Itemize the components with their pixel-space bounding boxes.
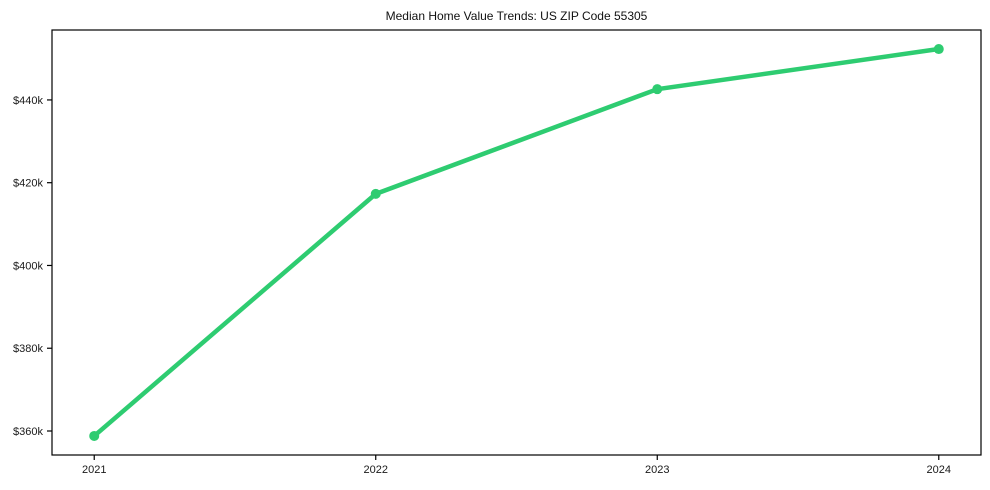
x-tick-label: 2023	[645, 464, 669, 476]
data-point-marker	[652, 84, 663, 95]
y-tick-label: $440k	[13, 95, 43, 107]
plot-border	[51, 29, 982, 456]
x-tick-label: 2021	[82, 464, 106, 476]
data-point-marker	[89, 430, 100, 441]
y-tick-label: $380k	[13, 343, 43, 355]
trend-line	[91, 46, 942, 439]
x-tick-label: 2022	[364, 464, 388, 476]
x-tick-label: 2024	[927, 464, 951, 476]
data-point-marker	[933, 44, 944, 55]
y-tick-label: $400k	[13, 260, 43, 272]
y-tick-label: $420k	[13, 178, 43, 190]
chart-title: Median Home Value Trends: US ZIP Code 55…	[385, 9, 648, 23]
y-tick-label: $360k	[13, 426, 43, 438]
data-point-marker	[370, 188, 381, 199]
